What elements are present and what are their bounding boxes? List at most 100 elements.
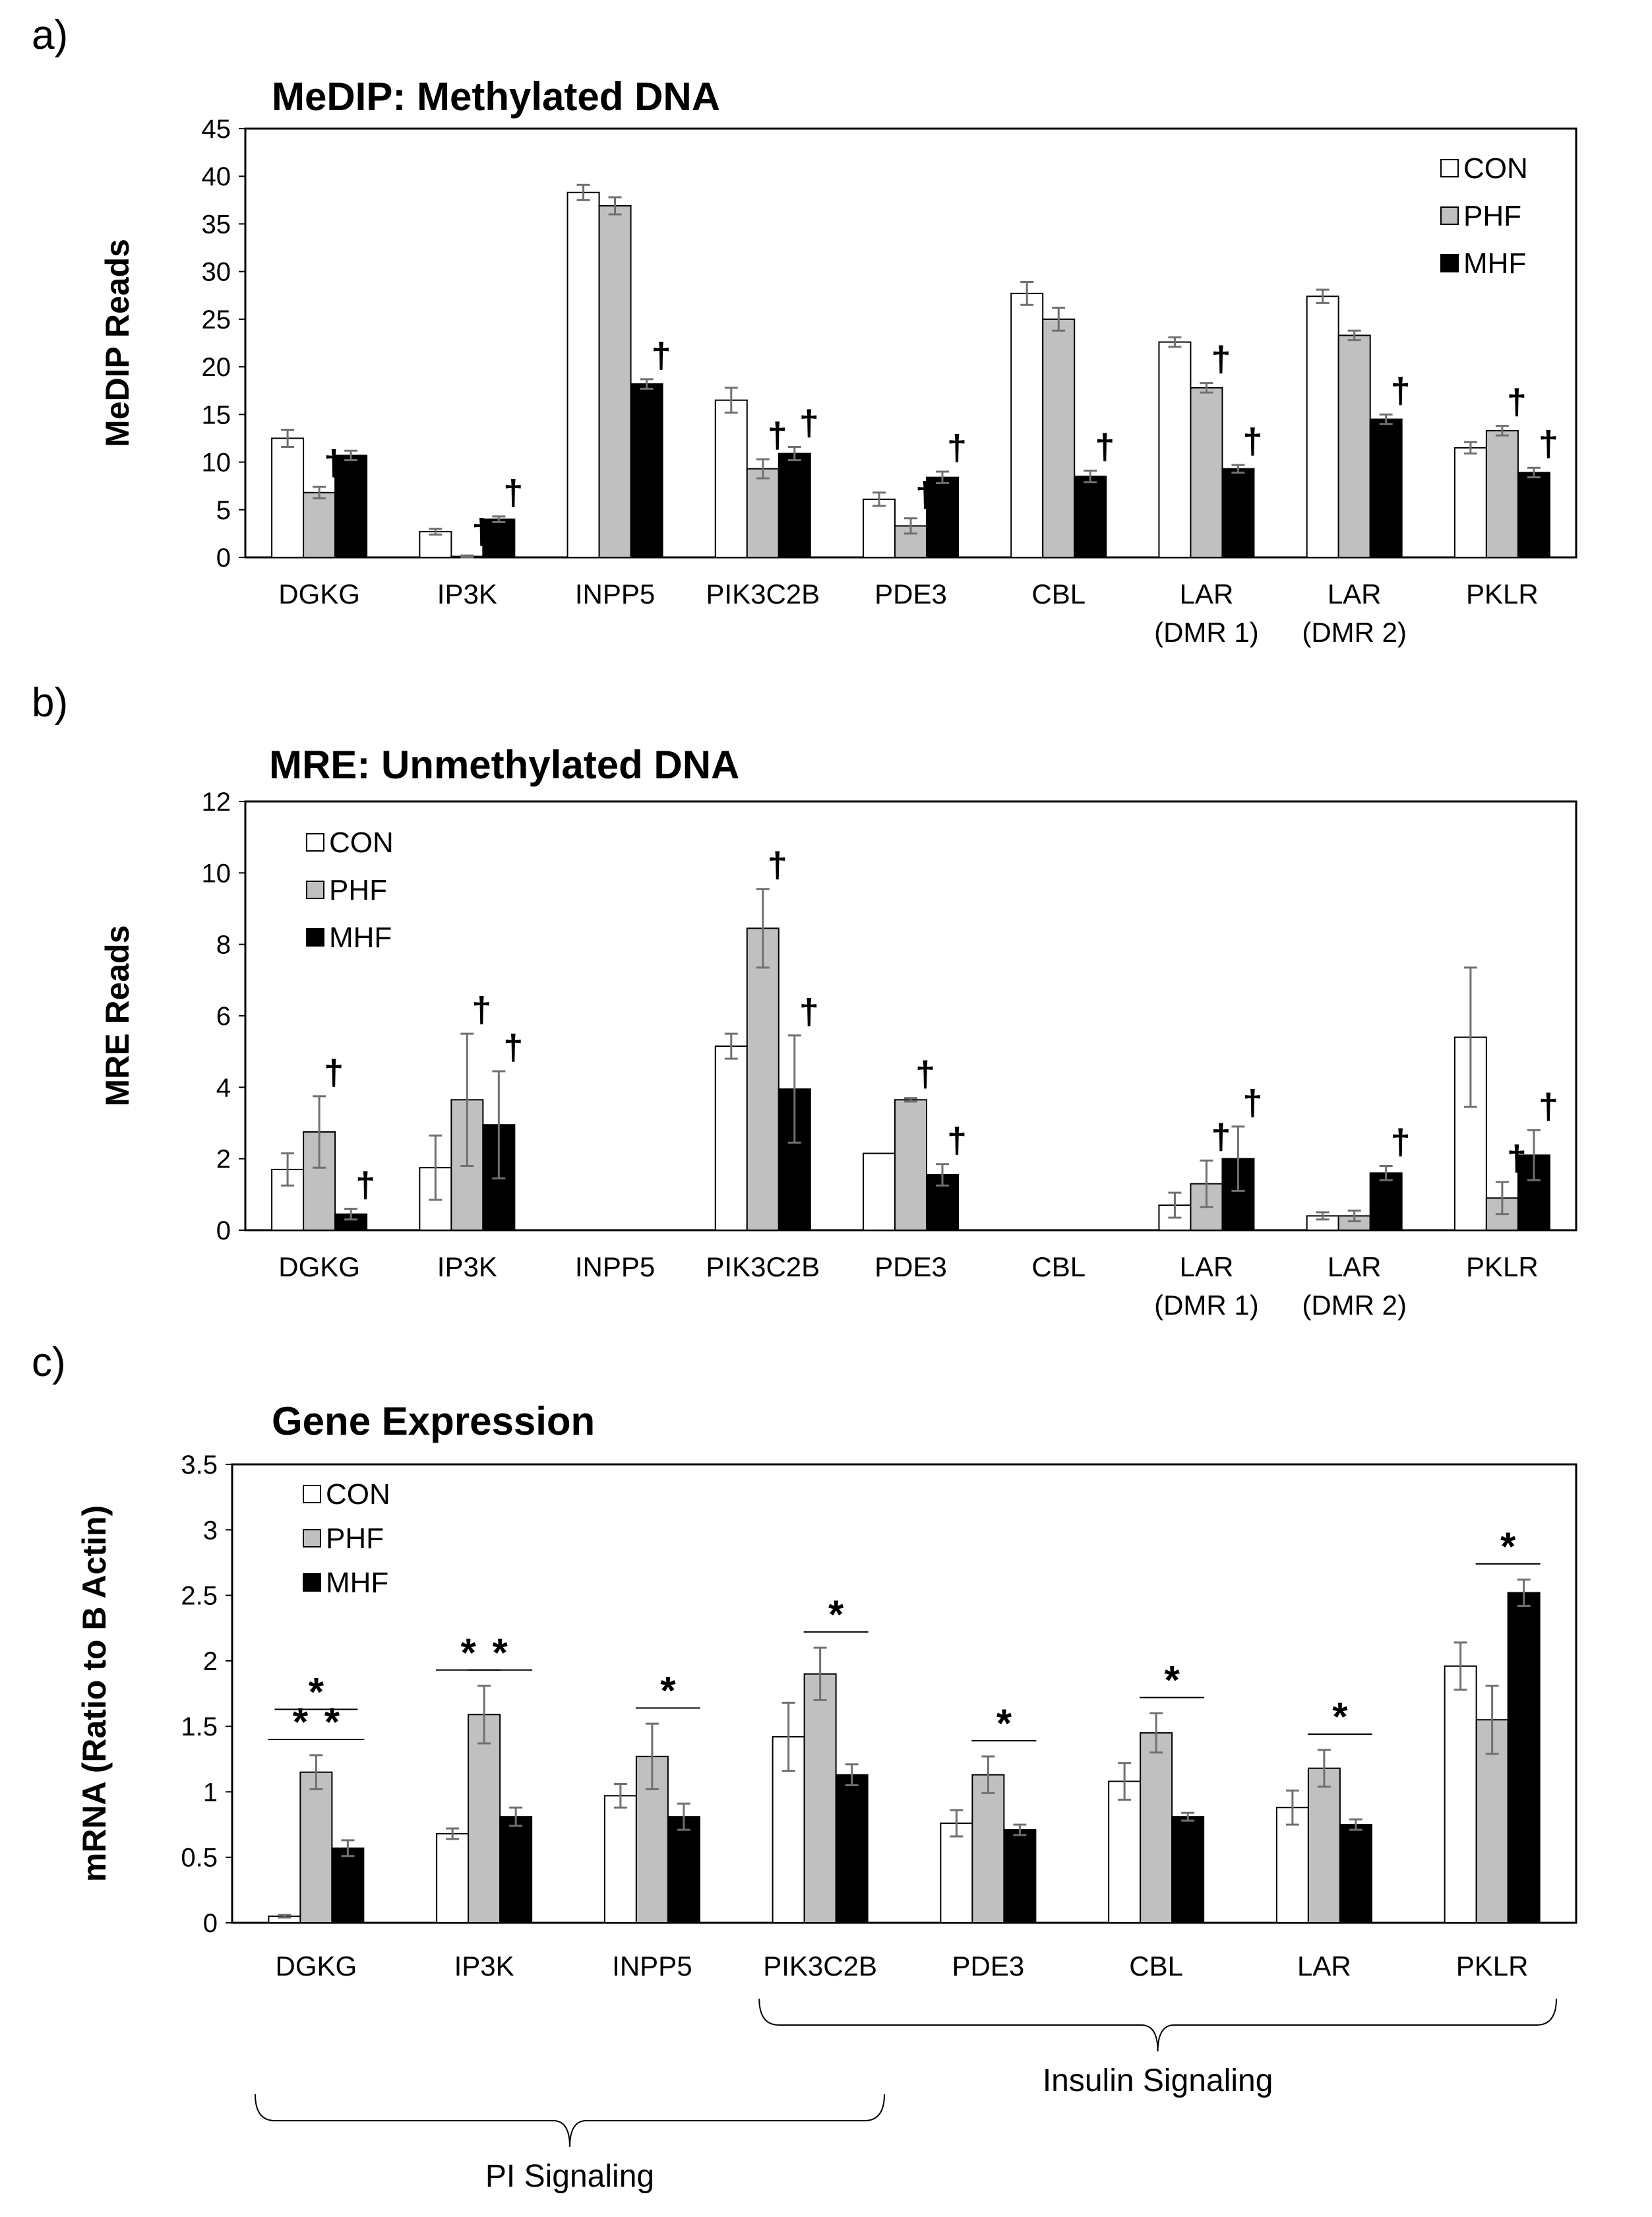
panel-letter-b: b)	[32, 680, 69, 726]
significance-dagger: †	[768, 416, 787, 455]
significance-dagger: †	[472, 990, 491, 1030]
category-label: INPP5	[575, 578, 655, 609]
group-brace	[758, 1998, 1557, 2052]
bar-phf	[971, 1774, 1005, 1923]
category-label: IP3K	[437, 1251, 497, 1282]
significance-dagger: †	[1539, 1086, 1558, 1126]
significance-dagger: †	[503, 1028, 523, 1067]
bar-con	[1306, 296, 1339, 558]
bar-mhf	[499, 1816, 533, 1924]
bar-con	[436, 1832, 470, 1923]
significance-dagger: †	[799, 403, 819, 443]
category-label: PIK3C2B	[763, 1951, 877, 1982]
y-axis-label: MeDIP Reads	[99, 239, 136, 447]
bar-con	[1010, 292, 1044, 558]
category-label: INPP5	[575, 1251, 655, 1282]
bar-mhf	[1369, 1172, 1403, 1231]
category-label: IP3K	[454, 1951, 514, 1982]
bar-con	[940, 1823, 973, 1923]
legend-swatch-mhf	[1440, 254, 1459, 272]
significance-dagger: †	[1242, 1083, 1262, 1123]
significance-dagger: †	[324, 1053, 344, 1092]
significance-asterisk: *	[460, 1631, 476, 1675]
significance-asterisk: *	[309, 1670, 324, 1714]
bar-mhf	[667, 1816, 700, 1924]
medip-chart: 0 5 10 15 20 25 30 35 40 45 MeDIP Reads DGKG IP3K INP…	[99, 115, 1577, 648]
legend-label-phf: PHF	[326, 1522, 384, 1555]
category-label: LAR	[1180, 1251, 1234, 1282]
significance-dagger: †	[1391, 1123, 1411, 1162]
y-tick-label: 0.5	[181, 1844, 218, 1873]
bar-mhf	[1339, 1824, 1372, 1923]
bar-con	[1453, 447, 1487, 558]
legend-label-phf: PHF	[329, 874, 387, 906]
category-label: CBL	[1031, 578, 1086, 609]
y-axis-label: MRE Reads	[99, 925, 136, 1106]
bar-con	[863, 498, 896, 559]
bar-con	[603, 1795, 637, 1924]
group-brace	[255, 2094, 885, 2148]
panel-letter-c: c)	[32, 1340, 66, 1385]
category-label: PKLR	[1466, 1251, 1539, 1282]
bar-phf	[299, 1771, 333, 1923]
y-tick-label: 4	[216, 1073, 231, 1102]
bar-phf	[598, 205, 632, 558]
bar-mhf	[1003, 1829, 1037, 1923]
panel-title-c: Gene Expression	[272, 1399, 596, 1443]
bar-con	[1108, 1780, 1142, 1923]
legend-label-mhf: MHF	[326, 1567, 388, 1599]
category-label: PDE3	[952, 1951, 1025, 1982]
mre-chart: 0 2 4 6 8 10 12 MRE Reads DGKG IP3K INPP5 PIK3C2B PD…	[99, 788, 1577, 1321]
bar-phf	[1337, 334, 1371, 558]
y-tick-label: 1.5	[181, 1712, 218, 1741]
category-label: LAR	[1328, 578, 1382, 609]
bar-con	[1453, 1036, 1487, 1231]
category-label: PKLR	[1456, 1951, 1529, 1982]
category-label: PIK3C2B	[706, 578, 820, 609]
category-label: INPP5	[612, 1951, 692, 1982]
bar-mhf	[1074, 476, 1107, 559]
y-tick-label: 3	[203, 1516, 218, 1545]
bar-phf	[1307, 1767, 1341, 1923]
significance-asterisk: *	[1332, 1695, 1348, 1739]
gene-expression-chart: 0 0.5 1 1.5 2 2.5 3 3.5 mRNA (Ratio to B Actin) D…	[76, 1451, 1577, 2194]
significance-asterisk: *	[828, 1592, 844, 1637]
bar-mhf	[482, 518, 516, 559]
panel-letter-a: a)	[32, 13, 69, 58]
y-tick-label: 40	[202, 162, 231, 191]
bar-con	[419, 531, 452, 558]
bar-mhf	[926, 476, 959, 559]
bar-mhf	[1369, 418, 1403, 558]
significance-dagger: †	[1211, 340, 1231, 379]
y-tick-label: 10	[202, 859, 231, 888]
significance-dagger: †	[915, 1055, 935, 1094]
category-label: DGKG	[278, 1251, 360, 1282]
legend-label-con: CON	[329, 827, 394, 859]
legend-label-con: CON	[326, 1478, 390, 1511]
y-tick-label: 20	[202, 353, 231, 382]
bar-mhf	[1171, 1816, 1205, 1924]
significance-asterisk: *	[660, 1668, 676, 1712]
legend-swatch-phf	[1440, 206, 1459, 225]
legend-label-con: CON	[1463, 152, 1528, 185]
plot-frame	[231, 1463, 1577, 1924]
bar-phf	[1190, 387, 1223, 558]
legend-label-mhf: MHF	[329, 921, 392, 954]
y-tick-label: 0	[203, 1909, 218, 1938]
bar-con	[566, 191, 600, 559]
y-tick-label: 45	[202, 115, 231, 144]
category-label: DGKG	[278, 578, 360, 609]
y-tick-label: 0	[216, 1216, 231, 1245]
bar-mhf	[778, 453, 811, 558]
category-label: LAR	[1180, 578, 1234, 609]
legend-swatch-con	[1440, 159, 1459, 177]
significance-dagger: †	[355, 1166, 375, 1205]
bar-mhf	[630, 383, 663, 558]
bar-phf	[303, 491, 336, 558]
bar-phf	[468, 1714, 501, 1923]
significance-asterisk: *	[492, 1631, 508, 1675]
significance-asterisk: *	[293, 1700, 309, 1744]
category-label: LAR	[1297, 1951, 1351, 1982]
bar-phf	[1042, 318, 1076, 558]
significance-dagger: †	[1095, 427, 1115, 467]
